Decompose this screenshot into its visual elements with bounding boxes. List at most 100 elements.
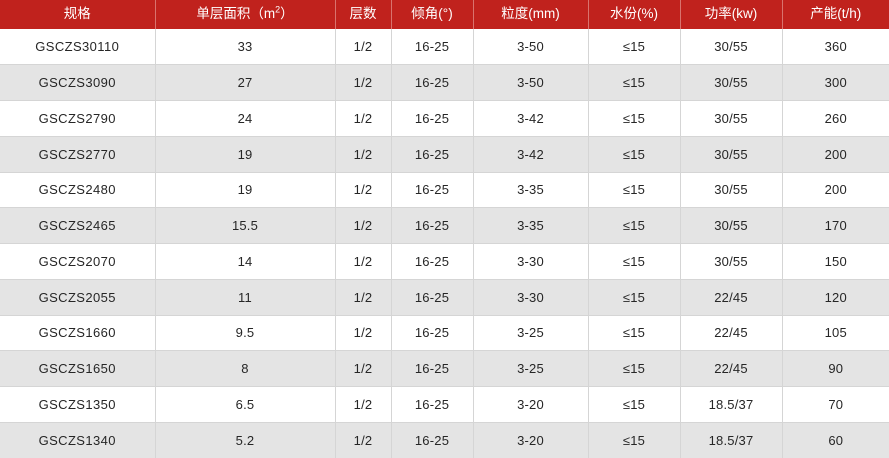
cell-angle: 16-25 [391, 172, 474, 209]
cell-angle: 16-25 [391, 386, 474, 423]
cell-layers: 1/2 [335, 207, 392, 244]
cell-spec: GSCZS1650 [0, 350, 156, 387]
cell-angle: 16-25 [391, 100, 474, 137]
cell-moisture: ≤15 [588, 279, 681, 316]
cell-power: 30/55 [680, 136, 783, 173]
cell-area: 19 [155, 136, 336, 173]
cell-area: 5.2 [155, 422, 336, 458]
cell-layers: 1/2 [335, 64, 392, 101]
cell-moisture: ≤15 [588, 386, 681, 423]
cell-area: 24 [155, 100, 336, 137]
column-header-capacity: 产能(t/h) [782, 0, 889, 29]
table-row: GSCZS2465 15.5 1/2 16-25 3-35 ≤15 30/55 170 [0, 207, 889, 244]
cell-layers: 1/2 [335, 279, 392, 316]
table-row: GSCZS1350 6.5 1/2 16-25 3-20 ≤15 18.5/37 70 [0, 386, 889, 423]
table-row: GSCZS2770 19 1/2 16-25 3-42 ≤15 30/55 200 [0, 136, 889, 173]
cell-power: 30/55 [680, 29, 783, 66]
cell-area: 15.5 [155, 207, 336, 244]
cell-capacity: 260 [782, 100, 889, 137]
cell-size: 3-20 [473, 422, 589, 458]
table-row: GSCZS1340 5.2 1/2 16-25 3-20 ≤15 18.5/37 60 [0, 422, 889, 458]
cell-capacity: 360 [782, 29, 889, 66]
cell-capacity: 120 [782, 279, 889, 316]
cell-power: 30/55 [680, 172, 783, 209]
superscript-two: 2 [275, 4, 281, 15]
cell-spec: GSCZS1350 [0, 386, 156, 423]
cell-layers: 1/2 [335, 136, 392, 173]
table-row: GSCZS2790 24 1/2 16-25 3-42 ≤15 30/55 260 [0, 100, 889, 137]
cell-capacity: 105 [782, 315, 889, 352]
cell-spec: GSCZS1660 [0, 315, 156, 352]
cell-spec: GSCZS1340 [0, 422, 156, 458]
header-row: 规格 单层面积（m2） 层数 倾角(°) 粒度(mm) 水份(%) 功率(kw) 产能(t/h… [0, 0, 889, 29]
column-header-power: 功率(kw) [680, 0, 783, 29]
cell-area: 27 [155, 64, 336, 101]
cell-angle: 16-25 [391, 279, 474, 316]
cell-area: 8 [155, 350, 336, 387]
column-header-moisture: 水份(%) [588, 0, 681, 29]
cell-layers: 1/2 [335, 315, 392, 352]
cell-moisture: ≤15 [588, 350, 681, 387]
cell-power: 30/55 [680, 243, 783, 280]
cell-spec: GSCZS2480 [0, 172, 156, 209]
cell-layers: 1/2 [335, 29, 392, 66]
cell-layers: 1/2 [335, 350, 392, 387]
cell-angle: 16-25 [391, 136, 474, 173]
cell-layers: 1/2 [335, 243, 392, 280]
table-body: GSCZS30110 33 1/2 16-25 3-50 ≤15 30/55 360 GSCZS… [0, 29, 889, 458]
cell-layers: 1/2 [335, 422, 392, 458]
cell-moisture: ≤15 [588, 422, 681, 458]
cell-moisture: ≤15 [588, 100, 681, 137]
cell-size: 3-50 [473, 64, 589, 101]
table-row: GSCZS30110 33 1/2 16-25 3-50 ≤15 30/55 360 [0, 29, 889, 66]
table-header: 规格 单层面积（m2） 层数 倾角(°) 粒度(mm) 水份(%) 功率(kw) 产能(t/h… [0, 0, 889, 29]
cell-area: 6.5 [155, 386, 336, 423]
cell-spec: GSCZS2790 [0, 100, 156, 137]
table-row: GSCZS2055 11 1/2 16-25 3-30 ≤15 22/45 120 [0, 279, 889, 316]
cell-size: 3-20 [473, 386, 589, 423]
cell-spec: GSCZS2070 [0, 243, 156, 280]
cell-spec: GSCZS3090 [0, 64, 156, 101]
cell-spec: GSCZS2055 [0, 279, 156, 316]
cell-capacity: 170 [782, 207, 889, 244]
cell-moisture: ≤15 [588, 29, 681, 66]
table-row: GSCZS2480 19 1/2 16-25 3-35 ≤15 30/55 200 [0, 172, 889, 209]
cell-capacity: 300 [782, 64, 889, 101]
cell-capacity: 200 [782, 172, 889, 209]
cell-area: 9.5 [155, 315, 336, 352]
cell-angle: 16-25 [391, 422, 474, 458]
cell-power: 30/55 [680, 100, 783, 137]
cell-size: 3-30 [473, 279, 589, 316]
cell-size: 3-50 [473, 29, 589, 66]
cell-power: 30/55 [680, 207, 783, 244]
cell-capacity: 150 [782, 243, 889, 280]
cell-size: 3-25 [473, 350, 589, 387]
cell-power: 22/45 [680, 315, 783, 352]
cell-layers: 1/2 [335, 172, 392, 209]
cell-power: 30/55 [680, 64, 783, 101]
cell-angle: 16-25 [391, 243, 474, 280]
table-row: GSCZS1660 9.5 1/2 16-25 3-25 ≤15 22/45 105 [0, 315, 889, 352]
cell-power: 18.5/37 [680, 422, 783, 458]
cell-power: 22/45 [680, 279, 783, 316]
column-header-layers: 层数 [335, 0, 392, 29]
cell-capacity: 90 [782, 350, 889, 387]
cell-size: 3-25 [473, 315, 589, 352]
cell-power: 18.5/37 [680, 386, 783, 423]
cell-moisture: ≤15 [588, 172, 681, 209]
cell-angle: 16-25 [391, 29, 474, 66]
cell-power: 22/45 [680, 350, 783, 387]
cell-layers: 1/2 [335, 386, 392, 423]
cell-spec: GSCZS2770 [0, 136, 156, 173]
cell-moisture: ≤15 [588, 64, 681, 101]
cell-layers: 1/2 [335, 100, 392, 137]
table-row: GSCZS2070 14 1/2 16-25 3-30 ≤15 30/55 150 [0, 243, 889, 280]
cell-angle: 16-25 [391, 315, 474, 352]
column-header-angle: 倾角(°) [391, 0, 474, 29]
cell-spec: GSCZS30110 [0, 29, 156, 66]
cell-moisture: ≤15 [588, 315, 681, 352]
cell-capacity: 200 [782, 136, 889, 173]
cell-capacity: 60 [782, 422, 889, 458]
cell-size: 3-30 [473, 243, 589, 280]
